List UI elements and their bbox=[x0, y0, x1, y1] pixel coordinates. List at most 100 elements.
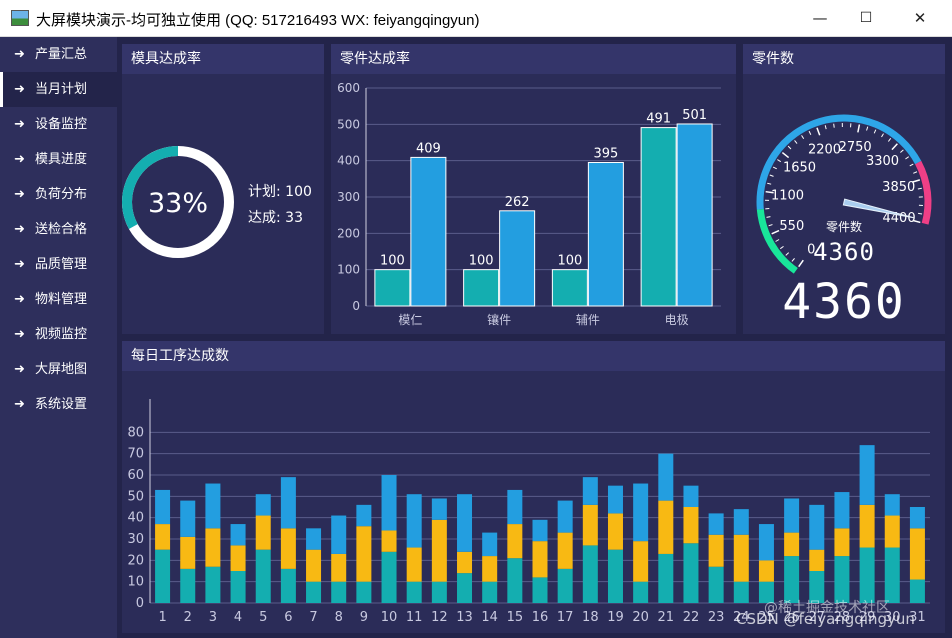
sidebar-item-monthly-plan[interactable]: ➜ 当月计划 bbox=[0, 72, 117, 107]
gauge-tick bbox=[917, 187, 922, 190]
bar bbox=[587, 161, 624, 307]
stacked-bar-segment bbox=[758, 524, 774, 561]
arrow-right-icon: ➜ bbox=[14, 187, 25, 202]
sidebar-item-label: 当月计划 bbox=[35, 82, 88, 97]
stacked-bar-segment bbox=[356, 504, 372, 527]
x-tick-label: 31 bbox=[909, 610, 926, 625]
gauge-tick bbox=[900, 149, 904, 153]
stacked-bar-segment bbox=[532, 577, 548, 603]
stacked-bar-segment bbox=[784, 498, 800, 533]
x-tick-label: 12 bbox=[431, 610, 448, 625]
x-tick-label: 6 bbox=[284, 610, 292, 625]
sidebar-item-device-monitor[interactable]: ➜ 设备监控 bbox=[0, 107, 117, 142]
gauge-tick bbox=[881, 133, 884, 138]
sidebar-item-mold-progress[interactable]: ➜ 模具进度 bbox=[0, 142, 117, 177]
stacked-bar-segment bbox=[683, 485, 699, 507]
data-label: 100 bbox=[557, 254, 582, 269]
stacked-bar-segment bbox=[431, 498, 447, 520]
data-label: 100 bbox=[380, 254, 405, 269]
x-tick-label: 25 bbox=[758, 610, 775, 625]
gauge-tick bbox=[766, 216, 771, 218]
gauge-tick bbox=[913, 171, 918, 174]
stacked-bar-segment bbox=[607, 513, 623, 550]
gauge-tick bbox=[873, 129, 877, 134]
sidebar-item-system-settings[interactable]: ➜ 系统设置 bbox=[0, 387, 117, 422]
stacked-bar-segment bbox=[381, 530, 397, 552]
x-tick-label: 17 bbox=[557, 610, 574, 625]
gauge-tick-label: 3300 bbox=[866, 154, 899, 169]
data-label: 409 bbox=[416, 141, 441, 156]
sidebar-item-quality-management[interactable]: ➜ 品质管理 bbox=[0, 247, 117, 282]
minimize-button[interactable]: — bbox=[812, 9, 828, 27]
gauge-tick bbox=[767, 182, 772, 185]
stacked-bar-segment bbox=[306, 528, 322, 550]
gauge-arc-blue bbox=[756, 114, 922, 210]
gauge-tick bbox=[801, 135, 805, 140]
stacked-bar-segment bbox=[230, 524, 246, 546]
stacked-bar-segment bbox=[859, 445, 875, 505]
stacked-bar-segment bbox=[834, 528, 850, 557]
arrow-right-icon: ➜ bbox=[14, 292, 25, 307]
x-tick-label: 15 bbox=[507, 610, 524, 625]
x-tick-label: 2 bbox=[184, 610, 192, 625]
y-tick-label: 50 bbox=[127, 489, 144, 504]
gauge-tick bbox=[775, 239, 780, 242]
x-tick-label: 辅件 bbox=[576, 313, 600, 327]
stacked-bar-segment bbox=[733, 581, 749, 603]
arrow-right-icon: ➜ bbox=[14, 82, 25, 97]
part-count-panel: 零件数 0 550 1100 1650 2200 2750 3300 3850 4400 零件数 4… bbox=[743, 44, 945, 334]
stacked-bar-segment bbox=[834, 492, 850, 529]
mold-rate-ring: 33% 计划: 100 达成: 33 bbox=[122, 146, 312, 258]
close-button[interactable]: ✕ bbox=[913, 9, 927, 27]
x-tick-label: 8 bbox=[335, 610, 343, 625]
sidebar-item-screen-map[interactable]: ➜ 大屏地图 bbox=[0, 352, 117, 387]
gauge-tick bbox=[912, 219, 921, 224]
stacked-bar-segment bbox=[155, 549, 171, 603]
gauge-tick bbox=[887, 137, 892, 142]
stacked-bar-segment bbox=[532, 519, 548, 542]
sidebar-item-material-management[interactable]: ➜ 物料管理 bbox=[0, 282, 117, 317]
bar bbox=[410, 156, 447, 307]
x-tick-label: 16 bbox=[532, 610, 549, 625]
stacked-bar-segment bbox=[507, 524, 523, 559]
y-tick-label: 10 bbox=[127, 575, 144, 590]
gauge-tick bbox=[816, 127, 821, 136]
stacked-bar-segment bbox=[431, 581, 447, 603]
daily-process-panel: 每日工序达成数 0 10 20 30 40 50 60 70 80 1 2 3 4 5 6 7 8 9 10 11 12… bbox=[122, 341, 945, 633]
gauge-tick bbox=[911, 179, 921, 183]
maximize-button[interactable]: ☐ bbox=[859, 10, 873, 26]
gauge-tick bbox=[765, 190, 774, 194]
stacked-bar-segment bbox=[280, 568, 296, 603]
gauge-tick bbox=[857, 124, 861, 133]
data-label: 501 bbox=[682, 108, 707, 123]
data-label: 491 bbox=[646, 112, 671, 127]
arrow-right-icon: ➜ bbox=[14, 117, 25, 132]
gauge-tick-label: 4400 bbox=[883, 211, 916, 226]
stacked-bar-segment bbox=[507, 558, 523, 603]
sidebar-item-label: 负荷分布 bbox=[35, 187, 88, 202]
done-value: 达成: 33 bbox=[248, 210, 303, 226]
panel-title: 零件达成率 bbox=[331, 44, 736, 74]
stacked-bar-segment bbox=[406, 494, 422, 548]
window-title: 大屏模块演示-均可独立使用 (QQ: 517216493 WX: feiyang… bbox=[36, 12, 480, 29]
stacked-bar-segment bbox=[909, 507, 925, 529]
stacked-bar-segment bbox=[733, 509, 749, 535]
sidebar-item-label: 设备监控 bbox=[35, 117, 88, 132]
sidebar-item-load-distribution[interactable]: ➜ 负荷分布 bbox=[0, 177, 117, 212]
stacked-bar-segment bbox=[758, 581, 774, 603]
stacked-bar-segment bbox=[658, 453, 674, 501]
stacked-bar-segment bbox=[507, 489, 523, 525]
gauge-tick-label: 550 bbox=[779, 219, 804, 234]
gauge-arc-green bbox=[756, 208, 798, 274]
stacked-bar-segment bbox=[381, 551, 397, 603]
stacked-bar-segment bbox=[758, 560, 774, 582]
arrow-right-icon: ➜ bbox=[14, 47, 25, 62]
stacked-bar-segment bbox=[809, 504, 825, 550]
gauge-tick bbox=[891, 143, 898, 151]
stacked-bar-segment bbox=[180, 500, 196, 537]
sidebar-item-output-summary[interactable]: ➜ 产量汇总 bbox=[0, 37, 117, 72]
sidebar-item-video-monitor[interactable]: ➜ 视频监控 bbox=[0, 317, 117, 352]
sidebar-item-inspection-pass[interactable]: ➜ 送检合格 bbox=[0, 212, 117, 247]
stacked-bar-segment bbox=[306, 549, 322, 582]
